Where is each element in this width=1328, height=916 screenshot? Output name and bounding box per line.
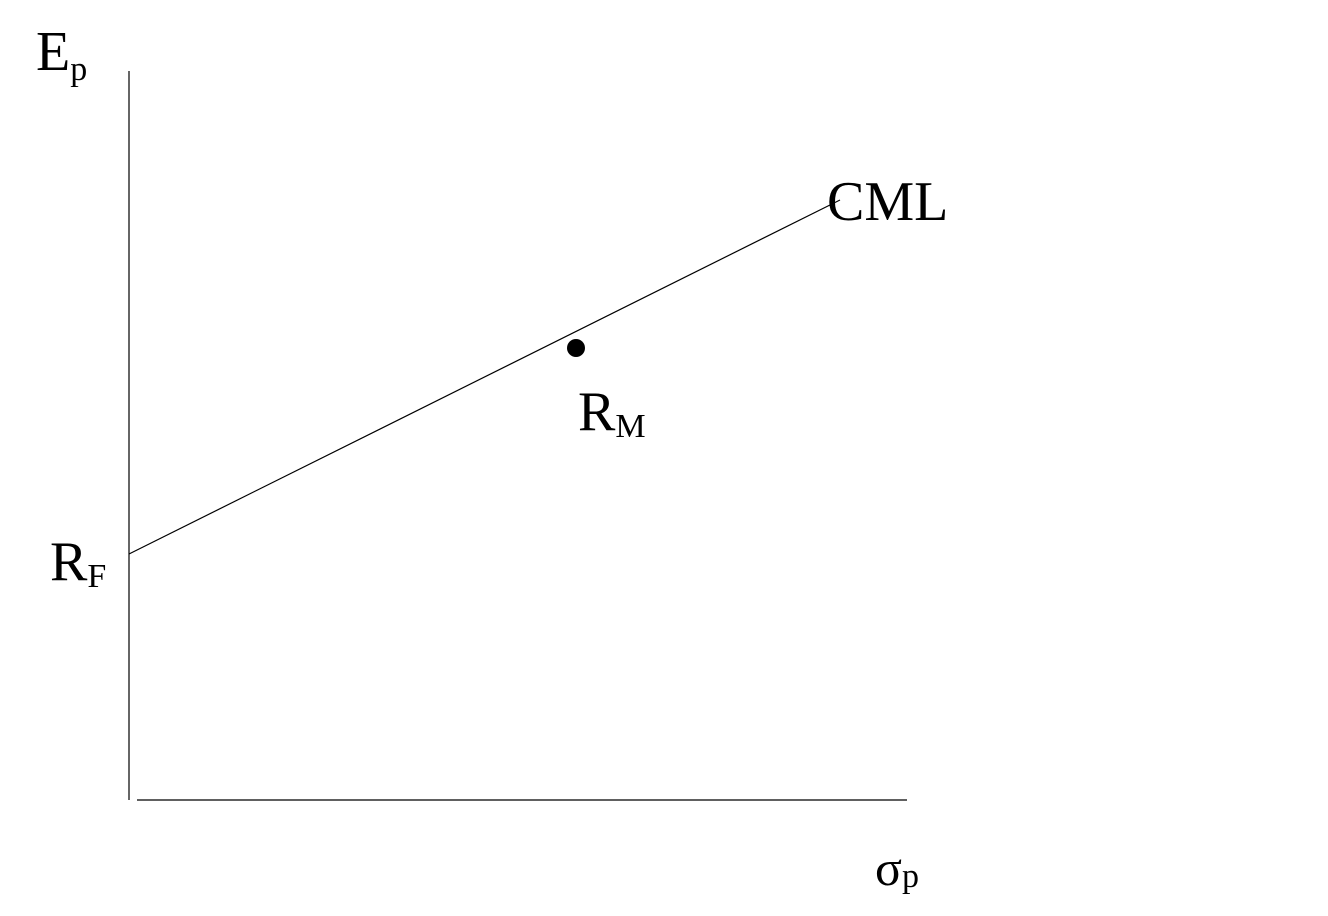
market-portfolio-point [567, 339, 585, 357]
x-axis-label: σp [875, 840, 919, 896]
cml-label: CML [827, 171, 948, 233]
market-point-label: RM [578, 381, 646, 445]
y-axis-label: Ep [36, 21, 87, 88]
risk-free-label: RF [50, 531, 106, 595]
capital-market-line [128, 199, 841, 555]
